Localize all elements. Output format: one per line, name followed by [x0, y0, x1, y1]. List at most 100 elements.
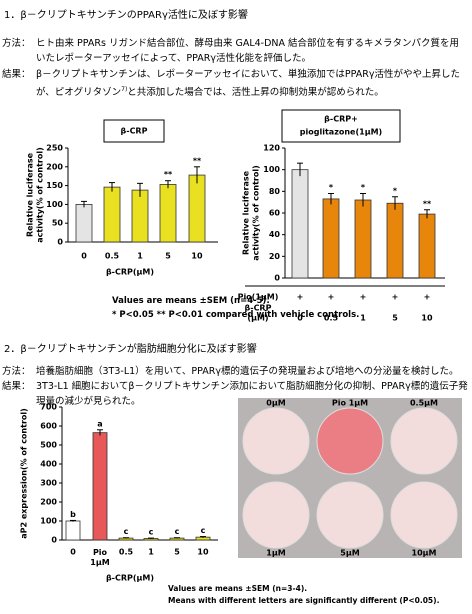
chart-title: pioglitazone(1μM) [300, 128, 382, 137]
x-tick-label: 1 [137, 252, 143, 261]
bar [188, 174, 206, 243]
label: 結果： [2, 69, 31, 80]
annotation: ** [164, 170, 173, 179]
annotation: * [329, 183, 334, 192]
y-tick-label: 700 [40, 403, 57, 412]
x-tick-label: 0.5 [119, 548, 134, 557]
note: Values are means ±SEM (n=4-5). [112, 296, 270, 306]
y-axis-label: activity(% of control) [36, 147, 45, 243]
bar [322, 198, 340, 279]
well-label: 1μM [266, 549, 285, 558]
x-tick-label: 0 [297, 314, 303, 323]
text: β－クリプトキサンチンは、レポーターアッセイにおいて、単独添加ではPPARγ活性… [36, 67, 468, 100]
x-tick-label: 10 [191, 252, 203, 261]
y-tick-label: 400 [40, 460, 57, 469]
annotation: ** [193, 156, 202, 165]
y-tick-label: 40 [269, 230, 281, 239]
bar [386, 202, 404, 279]
x-axis-label: β-CRP(μM) [106, 268, 154, 277]
y-tick-label: 50 [52, 219, 64, 228]
well [242, 407, 310, 475]
text: 培養脂肪細胞（3T3-L1）を用いて、PPARγ標的遺伝子の発現量および培地への… [36, 366, 459, 377]
x-tick-label: 1 [148, 548, 154, 557]
x-tick-label: 0.5 [324, 314, 339, 323]
y-axis-label: aP2 expression(% of control) [20, 408, 29, 539]
x-axis-label: β-CRP [245, 304, 272, 313]
method: 方法： 培養脂肪細胞（3T3-L1）を用いて、PPARγ標的遺伝子の発現量および… [2, 364, 468, 379]
y-tick-label: 300 [40, 479, 57, 488]
row-mark: + [360, 293, 367, 302]
row-mark: + [297, 293, 304, 302]
bar [103, 186, 121, 243]
result: 結果： β－クリプトキサンチンは、レポーターアッセイにおいて、単独添加ではPPA… [2, 67, 468, 100]
annotation: c [175, 527, 180, 536]
y-tick-label: 100 [263, 165, 280, 174]
row-label: Pio(1μM) [238, 293, 279, 302]
result: 結果： 3T3-L1 細胞においてβ－クリプトキサンチン添加において脂肪細胞分化… [2, 379, 468, 409]
well-label: Pio 1μM [332, 399, 368, 408]
annotation: * [361, 183, 366, 192]
text: ヒト由来 PPARs リガンド結合部位、酵母由来 GAL4-DNA 結合部位を有… [36, 38, 460, 64]
well-label: 5μM [340, 549, 359, 558]
text: と共添加した場合では、活性上昇の抑制効果が認められた。 [127, 87, 384, 99]
text: β－クリプトキサンチンは、レポーターアッセイにおいて、単独添加ではPPARγ活性… [36, 69, 460, 99]
y-axis-label: activity(% of control) [252, 165, 261, 261]
method: 方法： ヒト由来 PPARs リガンド結合部位、酵母由来 GAL4-DNA 結合… [2, 36, 468, 66]
y-axis-label: Relative luciferase [242, 170, 251, 255]
y-axis-label: Relative luciferase [26, 152, 35, 237]
y-tick-label: 60 [269, 209, 281, 218]
annotation: c [149, 528, 154, 537]
x-tick-label: 0.5 [105, 252, 120, 261]
y-tick-label: 100 [46, 200, 63, 209]
title-box [281, 109, 401, 143]
y-tick-label: 120 [263, 144, 280, 153]
y-tick-label: 20 [269, 252, 281, 261]
annotation: c [124, 527, 129, 536]
x-tick-label: Pio 1μM [90, 548, 109, 567]
x-axis-label: β-CRP(μM) [106, 574, 154, 583]
well [316, 481, 384, 549]
label: 方法： [2, 38, 31, 49]
row-mark: + [392, 293, 399, 302]
x-tick-label: 0 [70, 548, 76, 557]
bar [75, 203, 93, 243]
well-label: 0.5μM [410, 399, 438, 408]
y-tick-label: 0 [274, 274, 280, 283]
y-tick-label: 200 [40, 498, 57, 507]
chart-title: β-CRP [121, 127, 148, 136]
y-tick-label: 200 [46, 162, 63, 171]
bar [65, 520, 81, 541]
well [316, 407, 384, 475]
x-axis-label: (μM) [247, 314, 268, 323]
y-tick-label: 0 [57, 238, 63, 247]
well [242, 481, 310, 549]
annotation: b [70, 510, 76, 519]
bar [418, 213, 436, 279]
bar [131, 189, 149, 243]
note: Values are means ±SEM (n=3-4). [168, 584, 308, 593]
x-tick-label: 10 [421, 314, 433, 323]
text: 3T3-L1 細胞においてβ－クリプトキサンチン添加において脂肪細胞分化の抑制、… [36, 381, 468, 407]
well [390, 407, 458, 475]
y-tick-label: 250 [46, 144, 63, 153]
x-tick-label: 0 [81, 252, 87, 261]
y-tick-label: 150 [46, 181, 63, 190]
y-tick-label: 600 [40, 422, 57, 431]
row-mark: + [424, 293, 431, 302]
x-tick-label: 1 [360, 314, 366, 323]
ref: 7) [121, 86, 128, 93]
chart-title: β-CRP+ [324, 115, 358, 124]
bar [159, 184, 177, 243]
annotation: * [393, 186, 398, 195]
annotation: a [97, 419, 102, 428]
note: Means with different letters are signifi… [168, 596, 440, 605]
y-tick-label: 100 [40, 517, 57, 526]
x-tick-label: 5 [165, 252, 171, 261]
bar [291, 169, 309, 279]
x-tick-label: 5 [174, 548, 180, 557]
bar [92, 432, 108, 541]
y-tick-label: 80 [269, 187, 281, 196]
well [390, 481, 458, 549]
